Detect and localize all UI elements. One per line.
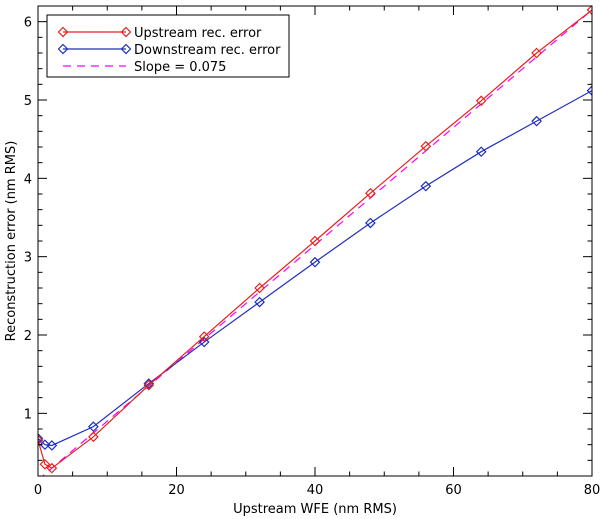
- data-point: [46, 462, 58, 474]
- y-tick-label: 1: [24, 407, 32, 422]
- data-point: [586, 85, 592, 96]
- data-point: [254, 296, 265, 308]
- legend-label: Upstream rec. error: [134, 26, 262, 41]
- series-0: [38, 6, 592, 474]
- series-line: [41, 9, 592, 476]
- series-layer: [38, 6, 592, 476]
- x-tick-label: 60: [445, 483, 462, 498]
- data-point: [309, 256, 321, 268]
- data-point: [46, 440, 58, 451]
- x-tick-label: 80: [584, 483, 600, 498]
- data-point: [475, 95, 487, 107]
- ticks-layer: 0 20 40 60 80 1 2 3 4 5 6: [24, 5, 600, 498]
- x-tick-label: 0: [34, 483, 42, 498]
- legend-marker: [120, 26, 132, 38]
- legend-label: Downstream rec. error: [134, 43, 281, 58]
- data-point: [198, 331, 210, 342]
- y-tick-label: 6: [24, 16, 32, 31]
- data-point: [586, 6, 592, 16]
- legend-box: [46, 14, 290, 78]
- data-point: [420, 140, 432, 152]
- data-point: [198, 336, 210, 348]
- y-tick-label: 5: [24, 94, 32, 109]
- data-point: [365, 187, 376, 199]
- series-line: [38, 90, 592, 447]
- x-tick-label: 40: [307, 483, 324, 498]
- legend-marker: [120, 43, 132, 55]
- data-point: [475, 146, 487, 158]
- series-2: [41, 9, 592, 476]
- data-point: [88, 421, 99, 432]
- data-point: [531, 47, 542, 59]
- legend-marker: [57, 26, 69, 38]
- series-line: [38, 9, 592, 469]
- data-point: [420, 180, 432, 192]
- y-axis-label: Reconstruction error (nm RMS): [4, 141, 19, 342]
- data-point: [143, 379, 155, 391]
- series-1: [38, 85, 592, 451]
- data-point: [39, 458, 51, 470]
- data-point: [38, 433, 44, 444]
- data-point: [531, 115, 542, 127]
- x-axis-label: Upstream WFE (nm RMS): [233, 502, 397, 517]
- data-point: [88, 431, 99, 443]
- data-point: [365, 217, 376, 229]
- data-point: [39, 439, 51, 451]
- data-point: [38, 434, 44, 446]
- legend-marker: [57, 43, 69, 55]
- y-tick-label: 2: [24, 329, 32, 344]
- y-tick-label: 4: [24, 172, 32, 187]
- legend: Upstream rec. error Downstream rec. error…: [46, 14, 290, 78]
- y-tick-label: 3: [24, 251, 32, 266]
- data-point: [309, 235, 321, 247]
- legend-label: Slope = 0.075: [134, 60, 226, 75]
- x-tick-label: 20: [168, 483, 185, 498]
- data-point: [254, 282, 265, 294]
